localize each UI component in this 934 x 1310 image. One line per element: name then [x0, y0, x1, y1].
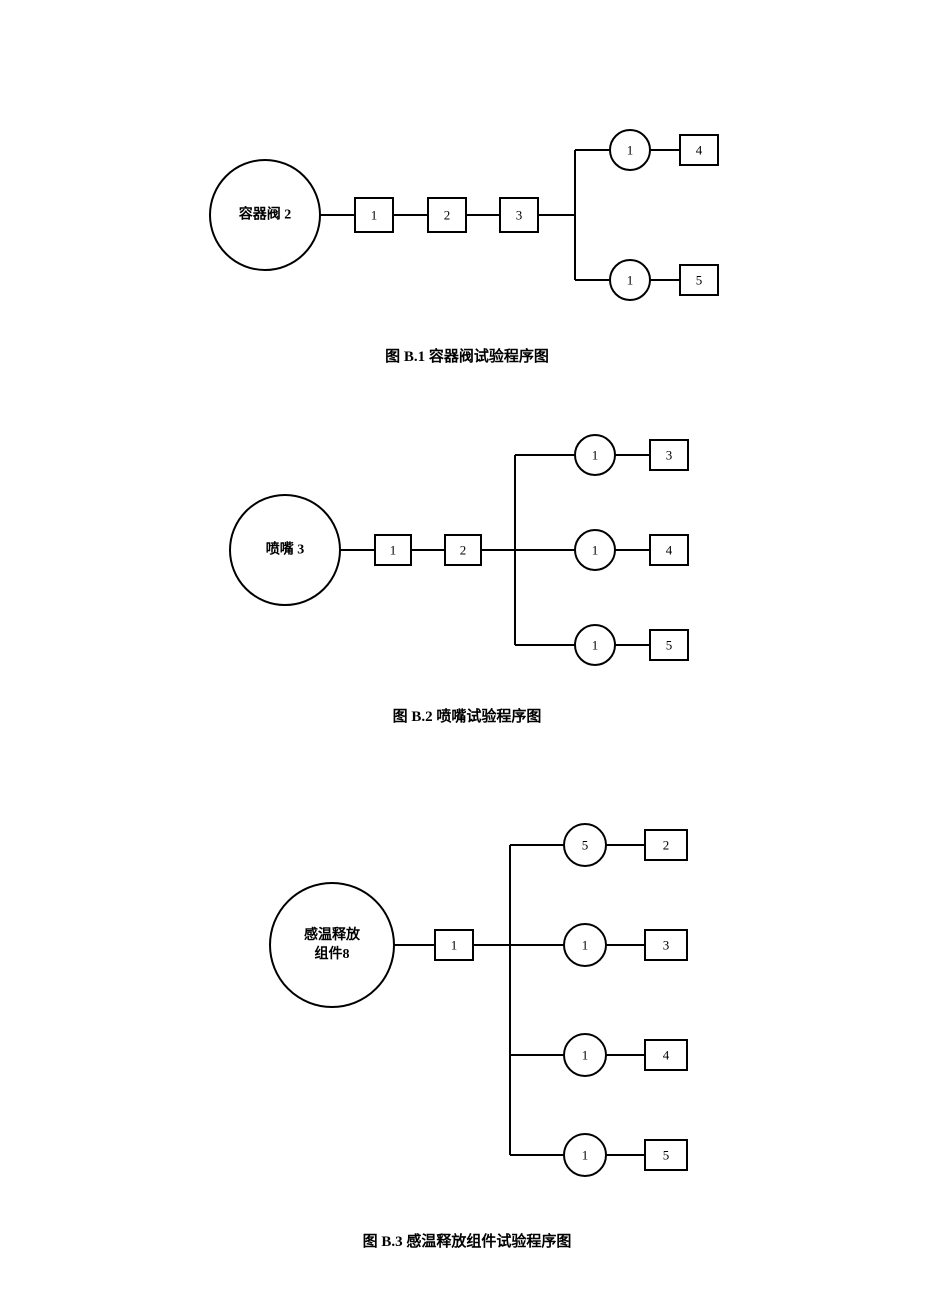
svg-text:4: 4 [666, 543, 673, 558]
svg-text:3: 3 [666, 448, 673, 463]
svg-text:1: 1 [371, 208, 378, 223]
diagram-b3: 感温释放组件8 1 5 2 1 3 1 4 1 5 [240, 800, 740, 1200]
svg-text:1: 1 [451, 938, 458, 953]
svg-text:5: 5 [696, 273, 703, 288]
svg-text:1: 1 [627, 273, 634, 288]
svg-text:4: 4 [663, 1048, 670, 1063]
caption-b2: 图 B.2 喷嘴试验程序图 [0, 705, 934, 726]
svg-text:组件8: 组件8 [315, 945, 350, 962]
svg-text:3: 3 [516, 208, 523, 223]
svg-text:3: 3 [663, 938, 670, 953]
svg-text:2: 2 [444, 208, 451, 223]
svg-text:1: 1 [627, 143, 634, 158]
svg-text:容器阀 2: 容器阀 2 [238, 206, 292, 223]
diagram-b1: 容器阀 2 1 2 3 1 4 1 5 [180, 120, 760, 310]
svg-text:喷嘴 3: 喷嘴 3 [266, 541, 305, 558]
caption-b3: 图 B.3 感温释放组件试验程序图 [0, 1230, 934, 1251]
svg-text:4: 4 [696, 143, 703, 158]
svg-text:1: 1 [390, 543, 397, 558]
caption-b1: 图 B.1 容器阀试验程序图 [0, 345, 934, 366]
svg-text:1: 1 [592, 448, 599, 463]
svg-text:1: 1 [582, 1048, 589, 1063]
svg-text:5: 5 [663, 1148, 670, 1163]
svg-text:1: 1 [582, 938, 589, 953]
svg-text:2: 2 [460, 543, 467, 558]
svg-text:1: 1 [592, 543, 599, 558]
svg-text:5: 5 [582, 838, 589, 853]
diagram-b2: 喷嘴 3 1 2 1 3 1 4 1 5 [200, 420, 760, 680]
svg-text:1: 1 [592, 638, 599, 653]
svg-text:1: 1 [582, 1148, 589, 1163]
svg-text:2: 2 [663, 838, 670, 853]
svg-text:感温释放: 感温释放 [304, 926, 361, 943]
svg-text:5: 5 [666, 638, 673, 653]
